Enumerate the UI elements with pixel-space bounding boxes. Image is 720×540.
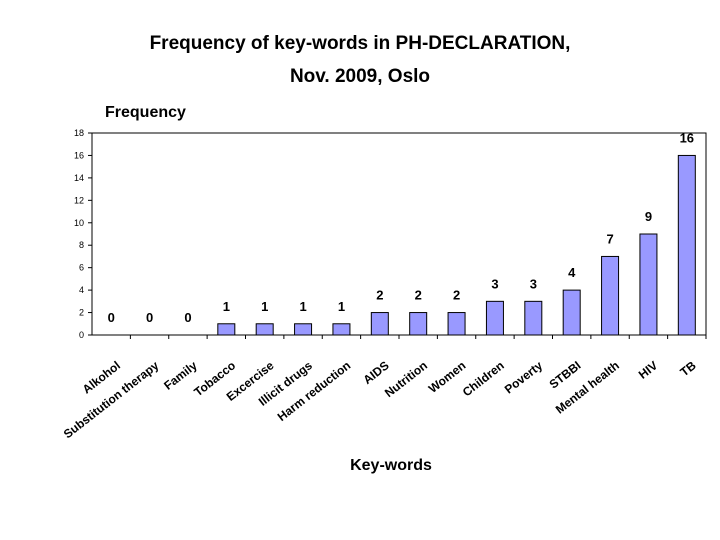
data-label: 2 (415, 288, 422, 303)
data-label: 9 (645, 209, 652, 224)
bars (217, 154, 696, 336)
chart-title-line1: Frequency of key-words in PH-DECLARATION… (150, 33, 571, 54)
x-tick-label: AIDS (360, 358, 391, 387)
x-axis-label: Key-words (350, 457, 432, 474)
data-label: 0 (108, 310, 115, 325)
data-label: 2 (376, 288, 383, 303)
bar (485, 300, 504, 336)
data-label: 4 (568, 265, 576, 280)
x-tick-label: Children (460, 358, 507, 399)
x-tick-label: TB (677, 358, 698, 379)
y-tick-label: 16 (74, 150, 84, 160)
data-label: 0 (146, 310, 153, 325)
bar (639, 233, 658, 336)
y-tick-label: 4 (79, 285, 84, 295)
bar (562, 289, 581, 336)
bar (217, 323, 236, 336)
data-label: 1 (338, 299, 345, 314)
x-tick-label: Nutrition (382, 358, 430, 400)
bar (370, 312, 389, 336)
bar (332, 323, 351, 336)
y-tick-label: 12 (74, 195, 84, 205)
y-tick-label: 18 (74, 128, 84, 138)
y-axis-label: Frequency (105, 104, 186, 121)
x-tick-label: Poverty (502, 358, 546, 396)
bar (524, 300, 543, 336)
bar (601, 255, 620, 336)
data-label: 0 (184, 310, 191, 325)
data-label: 3 (491, 276, 498, 291)
bar (409, 312, 428, 336)
value-labels: 0 0 0 1 1 1 1 2 2 2 3 3 4 7 9 16 (108, 130, 694, 325)
y-tick-label: 0 (79, 330, 84, 340)
chart-title-line2: Nov. 2009, Oslo (290, 66, 430, 87)
y-tick-label: 8 (79, 240, 84, 250)
bar (677, 154, 696, 336)
bar (255, 323, 274, 336)
data-label: 7 (606, 231, 613, 246)
bar (447, 312, 466, 336)
data-label: 3 (530, 276, 537, 291)
x-tick-label: HIV (636, 358, 660, 381)
data-label: 1 (223, 299, 230, 314)
data-label: 16 (680, 130, 694, 145)
y-tick-label: 2 (79, 308, 84, 318)
data-label: 2 (453, 288, 460, 303)
bar (294, 323, 313, 336)
y-tick-label: 10 (74, 218, 84, 228)
y-axis: 0 2 4 6 8 10 12 14 16 18 (74, 128, 92, 340)
data-label: 1 (299, 299, 306, 314)
y-tick-label: 6 (79, 263, 84, 273)
y-tick-label: 14 (74, 173, 84, 183)
data-label: 1 (261, 299, 268, 314)
